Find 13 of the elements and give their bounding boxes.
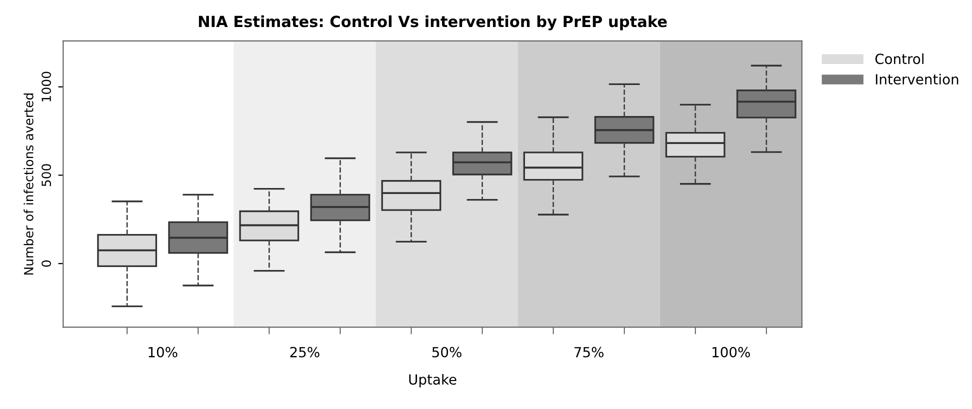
legend-label: Control	[875, 53, 924, 64]
legend-label: Intervention	[876, 74, 958, 85]
x-tick-label: 10%	[148, 346, 178, 358]
y-tick-label: 1000	[42, 72, 52, 102]
x-axis-title: Uptake	[409, 374, 456, 388]
y-tick-label: 0	[42, 260, 52, 267]
y-axis-title: Number of infections averted	[24, 93, 34, 275]
chart-title: NIA Estimates: Control Vs intervention by PrEP uptake	[198, 15, 667, 30]
x-tick-label: 25%	[290, 346, 320, 358]
x-tick-label: 75%	[574, 346, 604, 358]
y-tick-label: 500	[42, 164, 52, 186]
x-tick-label: 100%	[712, 346, 750, 358]
x-tick-label: 50%	[432, 346, 462, 358]
